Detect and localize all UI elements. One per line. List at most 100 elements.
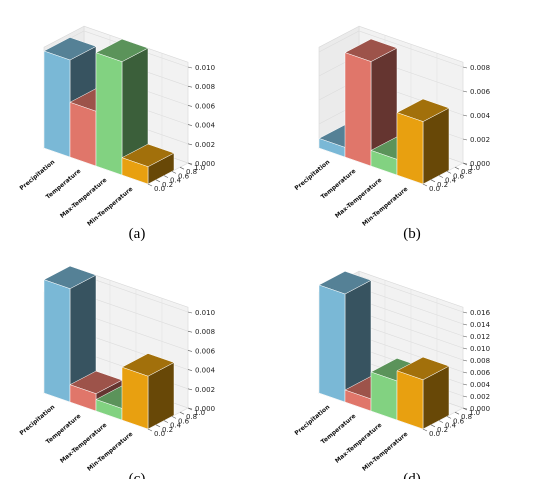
z-tick: [187, 66, 193, 69]
category-label: Temperature: [45, 168, 83, 201]
y-tick: [446, 171, 452, 174]
bar-front: [121, 157, 149, 185]
z-tick: [462, 383, 468, 386]
y-tick: [438, 175, 444, 178]
category-label: Precipitation: [18, 404, 56, 437]
z-tick-label: 0.010: [195, 64, 215, 72]
panel-caption: (b): [403, 226, 421, 242]
z-tick-label: 0.000: [470, 405, 490, 413]
z-tick-label: 0.006: [470, 88, 491, 96]
y-tick: [430, 424, 436, 428]
y-tick: [171, 171, 177, 174]
panel-b: 0.000 0.002 0.004 0.006 0.008 0.00.20.40.60.8…: [293, 25, 491, 242]
panel-d: 0.000 0.002 0.004 0.006 0.008 0.010 0.012 0.014…: [293, 270, 491, 479]
y-tick: [454, 411, 460, 415]
z-tick-label: 0.006: [195, 102, 216, 110]
category-label: Precipitation: [18, 159, 56, 192]
z-tick: [187, 143, 193, 146]
bar-precipitation: [318, 271, 372, 403]
y-tick: [171, 416, 177, 419]
y-tick-label: 0.6: [178, 417, 190, 425]
y-tick: [422, 183, 428, 187]
z-tick: [462, 395, 468, 398]
y-tick: [187, 162, 193, 166]
category-label: Precipitation: [293, 404, 331, 437]
z-tick-label: 0.016: [470, 309, 491, 317]
category-label: Precipitation: [293, 159, 331, 192]
y-tick-label: 1.0: [194, 164, 205, 172]
y-tick: [187, 407, 193, 411]
y-tick: [155, 424, 161, 428]
z-tick-label: 0.006: [195, 347, 216, 355]
z-tick-label: 0.000: [470, 160, 490, 168]
z-tick: [462, 347, 468, 350]
z-tick: [187, 124, 193, 126]
bar-front: [95, 52, 123, 176]
z-tick: [187, 85, 193, 88]
z-tick-label: 0.008: [470, 357, 490, 365]
y-tick: [163, 175, 169, 178]
z-tick: [462, 359, 468, 362]
z-tick: [462, 335, 468, 338]
bar-temperature: [344, 38, 398, 167]
z-tick-label: 0.002: [195, 141, 215, 149]
bar-front: [318, 284, 346, 403]
y-tick-label: 0.0: [429, 185, 440, 193]
z-tick: [462, 371, 468, 374]
category-label: Temperature: [45, 413, 83, 446]
z-tick: [462, 323, 468, 326]
z-tick-label: 0.004: [195, 367, 216, 375]
y-tick-label: 0.6: [178, 172, 190, 180]
panel-caption: (a): [129, 226, 146, 242]
panel-a: 0.0000.0020.0040.0060.0080.0100.00.20.40…: [18, 25, 216, 242]
y-tick-label: 1.0: [469, 164, 480, 172]
y-tick: [454, 166, 460, 170]
bar-min-temperature: [396, 98, 450, 185]
bar-front: [43, 50, 71, 158]
bar-front: [396, 112, 424, 185]
y-tick: [430, 179, 436, 183]
y-tick-label: 0.8: [186, 168, 197, 176]
bar-min-temperature: [121, 143, 175, 185]
y-tick-label: 0.0: [154, 430, 165, 438]
z-tick-label: 0.008: [195, 328, 215, 336]
bar-min-temperature: [121, 353, 175, 430]
z-tick-label: 0.008: [195, 83, 215, 91]
bar-front: [69, 101, 97, 167]
z-tick-label: 0.004: [470, 112, 491, 120]
y-tick-label: 0.0: [154, 185, 165, 193]
z-tick-label: 0.000: [195, 405, 215, 413]
z-tick: [187, 369, 193, 371]
z-tick-label: 0.012: [470, 333, 490, 341]
y-tick: [462, 407, 468, 411]
y-tick-label: 0.8: [186, 413, 197, 421]
y-tick: [147, 183, 153, 187]
z-tick: [187, 330, 193, 333]
z-tick-label: 0.004: [195, 122, 216, 130]
z-tick: [462, 66, 468, 69]
z-tick-label: 0.006: [470, 369, 491, 377]
z-tick-label: 0.000: [195, 160, 215, 168]
y-tick-label: 0.6: [453, 417, 465, 425]
y-tick-label: 1.0: [469, 409, 480, 417]
y-tick-label: 0.2: [437, 181, 448, 189]
y-tick-label: 0.8: [461, 168, 472, 176]
bar-front: [396, 370, 424, 430]
z-tick: [187, 350, 193, 352]
z-tick-label: 0.002: [470, 393, 490, 401]
z-tick-label: 0.008: [470, 64, 490, 72]
z-tick-label: 0.004: [470, 381, 491, 389]
z-tick: [462, 90, 468, 93]
y-tick-label: 0.4: [445, 422, 457, 430]
bar-front: [344, 52, 372, 167]
y-tick-label: 0.8: [461, 413, 472, 421]
y-tick-label: 0.2: [162, 181, 173, 189]
y-tick-label: 0.0: [429, 430, 440, 438]
y-tick: [179, 411, 185, 415]
y-tick: [438, 420, 444, 423]
bar-front: [43, 279, 71, 403]
bar-precipitation: [43, 265, 97, 403]
bar-min-temperature: [396, 356, 450, 430]
z-tick-label: 0.010: [195, 309, 215, 317]
